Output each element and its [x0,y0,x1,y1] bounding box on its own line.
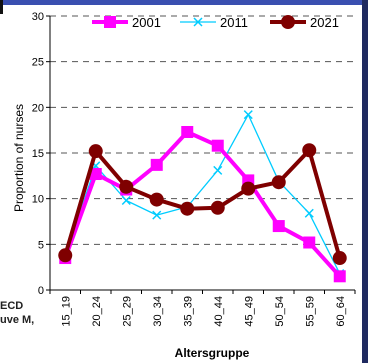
legend-label: 2011 [220,15,248,30]
data-point [272,220,285,233]
data-point [213,165,223,175]
series-line [63,148,342,259]
data-point-stroke [152,210,162,220]
data-point [281,15,295,29]
y-tick-label: 20 [32,102,44,114]
data-point [152,210,162,220]
x-tick-label: 30_34 [152,296,164,327]
legend-item-2001: 2001 [92,15,161,30]
data-point [89,168,102,181]
y-tick-label: 5 [38,239,44,251]
legend-item-2021: 2021 [270,15,339,30]
y-tick-label: 15 [32,148,44,160]
left-edge-mark [0,0,3,14]
data-point [243,110,253,120]
data-point [193,17,203,27]
y-tick-label: 30 [32,11,44,23]
data-point [211,139,224,152]
x-tick-label: 35_39 [182,296,194,327]
cropped-text-fragment: uve M, [0,314,35,326]
data-point-stroke [213,165,223,175]
y-tick-label: 10 [32,194,44,206]
x-tick-label: 50_54 [274,296,286,327]
data-point-stroke [193,17,203,27]
data-point [333,270,346,283]
series-line [63,129,342,278]
data-point [302,143,317,158]
x-axis-label: Altersgruppe [175,346,250,360]
cropped-text-fragment: ECD [0,300,24,312]
legend: 2001 2011 2021 [92,15,339,30]
data-point [181,125,194,138]
data-point [303,236,316,249]
series-layer [58,110,347,283]
y-axis-label: Proportion of nurses [12,104,26,212]
data-point [121,195,131,206]
y-tick-label: 0 [38,285,44,297]
data-point [332,251,347,266]
data-point-stroke [304,208,314,218]
y-tick-label: 25 [32,57,44,69]
right-edge-strip [362,0,368,363]
x-tick-label: 15_19 [60,296,72,327]
x-tick-label: 25_29 [121,296,133,327]
legend-label: 2001 [132,15,161,30]
data-point [150,158,163,171]
legend-item-2011: 2011 [180,15,248,30]
legend-label: 2021 [310,15,339,30]
axes: 0 5 10 15 20 25 30 15_19 20_24 25_29 30_34 35_39 40_… [32,11,356,327]
x-tick-label: 55_59 [304,296,316,327]
data-point [104,16,116,28]
data-point [88,144,103,159]
data-point [241,181,256,196]
data-point-stroke [243,110,253,120]
data-point [210,200,225,215]
x-tick-label: 45_49 [243,296,255,327]
data-point [119,179,134,194]
series-2011 [60,110,345,279]
top-banner-strip [0,0,368,5]
data-point [271,175,286,190]
x-tick-label: 20_24 [91,296,103,327]
data-point [180,201,195,216]
x-tick-label: 40_44 [213,296,225,327]
data-point [149,192,164,207]
data-point [58,248,73,263]
series-2021 [58,143,347,266]
data-point [304,208,314,218]
x-tick-label: 60_64 [335,296,347,327]
data-point-stroke [121,195,131,206]
